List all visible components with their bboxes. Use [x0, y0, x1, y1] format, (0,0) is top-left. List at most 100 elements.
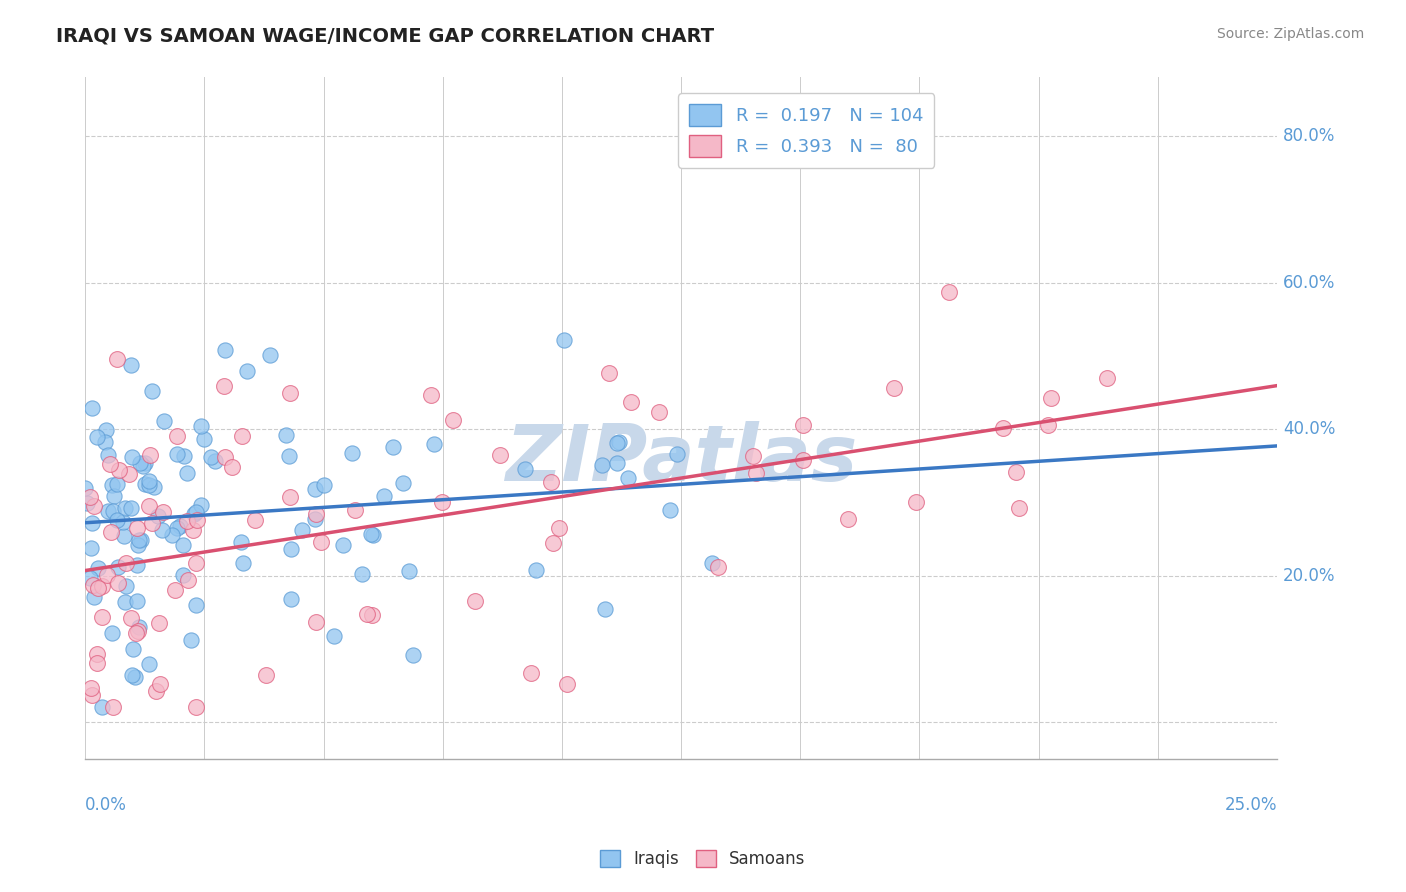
- Point: [86, 561, 108, 575]
- Point: [186, 514, 208, 528]
- Point: [134, 476, 156, 491]
- Point: [141, 516, 163, 530]
- Point: [309, 535, 332, 549]
- Point: [361, 528, 384, 542]
- Point: [121, 668, 143, 682]
- Point: [274, 428, 297, 442]
- Point: [127, 538, 149, 552]
- Point: [160, 528, 183, 542]
- Point: [173, 450, 195, 464]
- Point: [993, 421, 1015, 435]
- Point: [103, 700, 125, 714]
- Point: [464, 594, 486, 608]
- Point: [312, 478, 335, 492]
- Point: [129, 456, 152, 470]
- Point: [883, 381, 905, 395]
- Point: [108, 463, 131, 477]
- Point: [190, 419, 212, 434]
- Point: [114, 501, 136, 516]
- Point: [792, 452, 814, 467]
- Point: [904, 495, 927, 509]
- Point: [231, 429, 253, 443]
- Point: [707, 559, 730, 574]
- Point: [184, 700, 207, 714]
- Point: [138, 500, 160, 514]
- Point: [278, 386, 301, 401]
- Point: [176, 466, 198, 480]
- Point: [149, 677, 172, 691]
- Point: [666, 447, 689, 461]
- Point: [1036, 417, 1059, 432]
- Point: [489, 449, 512, 463]
- Point: [541, 536, 564, 550]
- Point: [344, 502, 367, 516]
- Point: [80, 401, 103, 416]
- Point: [443, 413, 465, 427]
- Point: [101, 504, 124, 518]
- Point: [221, 460, 243, 475]
- Point: [938, 285, 960, 299]
- Point: [125, 558, 148, 573]
- Point: [125, 594, 148, 608]
- Point: [148, 615, 170, 630]
- Point: [398, 565, 420, 579]
- Point: [172, 568, 194, 582]
- Point: [277, 450, 299, 464]
- Point: [166, 447, 188, 461]
- Point: [184, 505, 207, 519]
- Point: [105, 513, 128, 527]
- Point: [1039, 391, 1062, 405]
- Point: [100, 524, 122, 539]
- Point: [361, 608, 384, 623]
- Point: [124, 670, 146, 684]
- Point: [80, 541, 103, 556]
- Point: [745, 467, 768, 481]
- Point: [114, 595, 136, 609]
- Text: Source: ZipAtlas.com: Source: ZipAtlas.com: [1216, 27, 1364, 41]
- Point: [291, 523, 314, 537]
- Point: [142, 480, 165, 494]
- Point: [176, 514, 198, 528]
- Point: [83, 590, 105, 604]
- Point: [115, 556, 138, 570]
- Point: [80, 681, 103, 695]
- Point: [606, 436, 628, 450]
- Point: [200, 450, 222, 465]
- Point: [616, 471, 638, 485]
- Point: [132, 458, 155, 473]
- Point: [153, 414, 176, 428]
- Point: [120, 358, 142, 372]
- Point: [91, 610, 114, 624]
- Point: [360, 527, 382, 541]
- Point: [97, 504, 120, 518]
- Point: [700, 556, 723, 570]
- Point: [352, 567, 374, 582]
- Point: [305, 615, 328, 629]
- Point: [1008, 500, 1031, 515]
- Point: [181, 523, 204, 537]
- Point: [236, 363, 259, 377]
- Point: [82, 516, 104, 530]
- Text: ZIPatlas: ZIPatlas: [505, 421, 858, 497]
- Point: [259, 348, 281, 362]
- Point: [524, 563, 547, 577]
- Point: [134, 456, 156, 470]
- Point: [86, 647, 108, 661]
- Point: [138, 478, 160, 492]
- Point: [94, 434, 117, 449]
- Point: [658, 503, 681, 517]
- Point: [97, 448, 120, 462]
- Point: [169, 519, 191, 533]
- Point: [86, 430, 108, 444]
- Point: [332, 538, 354, 552]
- Point: [148, 508, 170, 523]
- Point: [112, 529, 135, 543]
- Point: [609, 435, 631, 450]
- Point: [231, 535, 253, 549]
- Point: [373, 489, 395, 503]
- Point: [593, 602, 616, 616]
- Text: 80.0%: 80.0%: [1282, 127, 1336, 145]
- Legend: R =  0.197   N = 104, R =  0.393   N =  80: R = 0.197 N = 104, R = 0.393 N = 80: [678, 94, 934, 168]
- Point: [381, 440, 404, 454]
- Point: [184, 599, 207, 613]
